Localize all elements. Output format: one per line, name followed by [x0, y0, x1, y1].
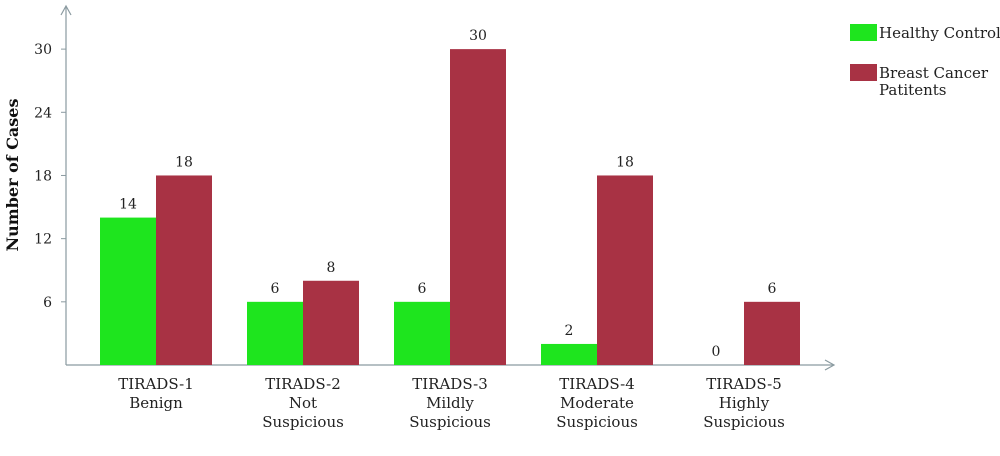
data-label-group: 14 18 6 8 6 30 2 18 0 6: [119, 28, 776, 360]
y-tick-label: 30: [34, 42, 52, 58]
data-label: 18: [616, 154, 634, 170]
bar-breast-cancer: [744, 301, 800, 365]
category-label: TIRADS-3 Mildly Suspicious: [409, 375, 491, 431]
y-tick-label: 24: [34, 105, 52, 121]
x-axis-arrow: [824, 359, 836, 371]
legend-swatch: [850, 64, 877, 81]
data-label: 6: [418, 281, 427, 297]
data-label: 30: [469, 28, 487, 44]
data-label: 18: [175, 154, 193, 170]
y-tick-label: 18: [34, 168, 52, 184]
data-label: 6: [271, 281, 280, 297]
y-axis-label: Number of Cases: [3, 99, 22, 252]
data-label: 6: [768, 281, 777, 297]
category-label: TIRADS-4 Moderate Suspicious: [556, 375, 638, 431]
data-label: 0: [712, 344, 721, 360]
bar-breast-cancer: [156, 175, 212, 365]
data-label: 14: [119, 197, 137, 213]
bar-breast-cancer: [450, 49, 506, 365]
bar-healthy-control: [394, 301, 450, 365]
legend-label: Breast Cancer Patitents: [879, 64, 989, 99]
y-tick-label: 6: [43, 295, 52, 311]
bar-healthy-control: [100, 217, 156, 365]
bar-breast-cancer: [303, 280, 359, 365]
category-label: TIRADS-1 Benign: [118, 375, 194, 412]
category-label-group: TIRADS-1 Benign TIRADS-2 Not Suspicious TIRAD…: [118, 375, 785, 431]
legend-swatch: [850, 24, 877, 41]
category-label: TIRADS-2 Not Suspicious: [262, 375, 344, 431]
data-label: 8: [327, 260, 336, 276]
category-label: TIRADS-5 Highly Suspicious: [703, 375, 785, 431]
bar-healthy-control: [541, 343, 597, 365]
bar-breast-cancer: [597, 175, 653, 365]
y-tick-group: 6 12 18 24 30: [34, 42, 66, 311]
legend-label: Healthy Control: [879, 24, 1000, 42]
y-tick-label: 12: [34, 232, 52, 248]
bar-group: [100, 49, 800, 365]
y-axis-arrow: [60, 4, 72, 16]
data-label: 2: [565, 323, 574, 339]
legend: Healthy Control Breast Cancer Patitents: [850, 24, 1000, 99]
bar-healthy-control: [247, 301, 303, 365]
